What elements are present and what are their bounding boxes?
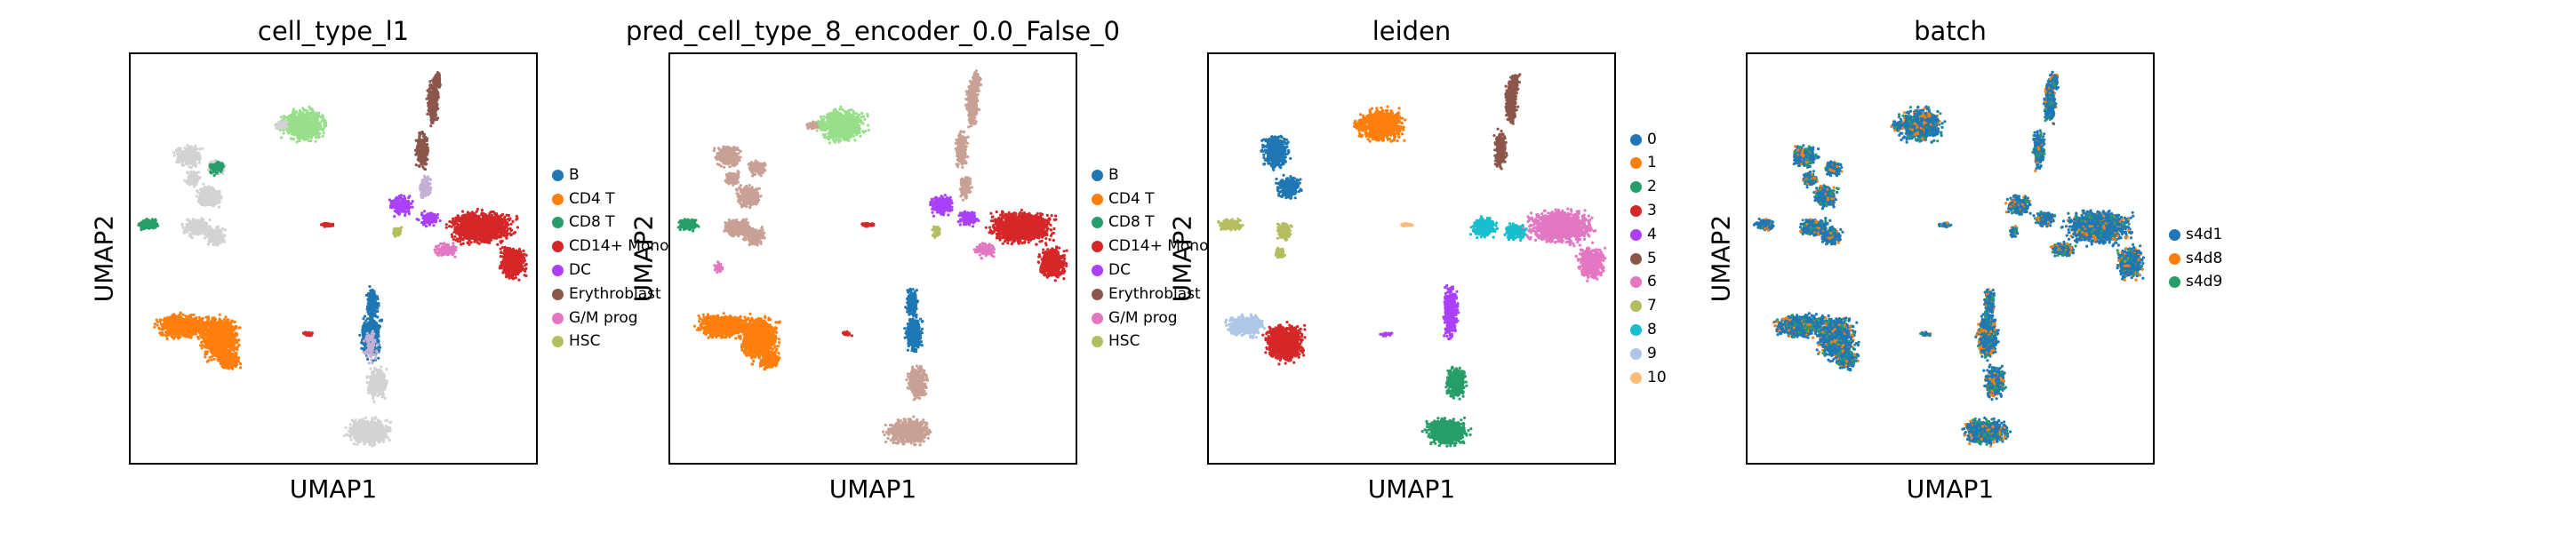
scatter-point: [172, 151, 176, 155]
chart-title: cell_type_l1: [258, 16, 409, 46]
scatter-point: [178, 161, 181, 164]
scatter-points: [137, 71, 528, 448]
scatter-point: [175, 147, 179, 151]
scatter-point: [194, 164, 197, 168]
plot-area: [129, 52, 538, 465]
scatter-point: [196, 147, 199, 150]
